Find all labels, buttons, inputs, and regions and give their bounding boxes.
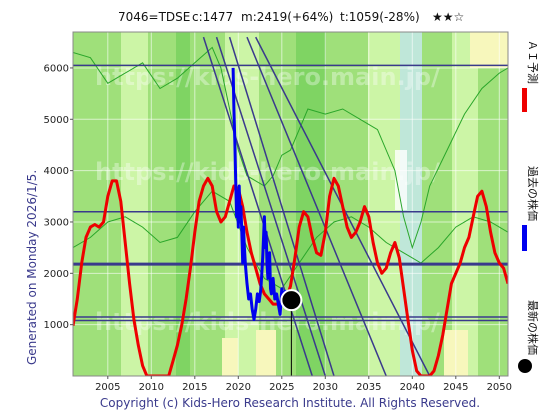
- data-series: [73, 67, 508, 376]
- x-axis-ticks: 2005 2010 2015 2020 2025 2030 2035 2040 2045 2050: [95, 376, 512, 393]
- legend-swatch-latest: [518, 359, 532, 373]
- diagonal-trend-line: [228, 36, 335, 376]
- y-tick-label: 2000: [44, 269, 69, 280]
- x-tick-label: 2015: [182, 382, 207, 393]
- mid-target: m:2419(+64%): [241, 10, 333, 24]
- x-tick-label: 2035: [356, 382, 381, 393]
- ai-prediction-line: [73, 176, 508, 376]
- x-tick-label: 2050: [487, 382, 512, 393]
- watermark-text: https://kids-hero.main.jp/: [95, 308, 440, 336]
- x-tick-label: 2030: [313, 382, 338, 393]
- horizontal-lines: [73, 64, 508, 322]
- legend-label-latest: 最新の株価: [526, 300, 540, 355]
- diagonal-trend-line: [202, 36, 313, 376]
- legend-swatch-history: [522, 225, 527, 251]
- x-tick-label: 2025: [269, 382, 294, 393]
- historical-price-line: [231, 67, 292, 321]
- y-tick-label: 3000: [44, 217, 69, 228]
- y-tick-label: 4000: [44, 166, 69, 177]
- y-axis-ticks: 1000 2000 3000 4000 5000 6000: [44, 63, 73, 331]
- diagonal-trend-line: [246, 36, 387, 376]
- yellow-patch: [470, 32, 508, 68]
- y-tick-label: 6000: [44, 63, 69, 74]
- band: [452, 32, 478, 376]
- y-tick-label: 5000: [44, 115, 69, 126]
- band: [296, 32, 326, 376]
- grid-lines: [73, 32, 508, 376]
- green-lines: [73, 46, 508, 290]
- band: [326, 32, 368, 376]
- x-tick-label: 2005: [95, 382, 120, 393]
- generated-date-label: Generated on Monday 2026/1/5.: [25, 170, 39, 365]
- star-rating: ★★☆: [432, 10, 464, 24]
- copyright-footer: Copyright (c) Kids-Hero Research Institu…: [100, 396, 480, 410]
- x-tick-label: 2045: [443, 382, 468, 393]
- band: [400, 32, 422, 376]
- y-tick-label: 1000: [44, 320, 69, 331]
- legend-label-prediction: ＡＩ予測: [526, 40, 540, 84]
- band: [368, 32, 400, 376]
- white-patch: [395, 150, 407, 210]
- legend-label-history: 過去の株価: [526, 166, 540, 221]
- yellow-patch: [256, 330, 276, 376]
- x-tick-label: 2010: [139, 382, 164, 393]
- ticker-code: 7046=TDSE: [118, 10, 190, 24]
- legend-swatch-prediction: [522, 88, 527, 112]
- lower-green-line: [73, 190, 508, 290]
- current-price: c:1477: [192, 10, 233, 24]
- x-tick-label: 2020: [226, 382, 251, 393]
- legend: ＡＩ予測 過去の株価 最新の株価: [518, 40, 540, 373]
- yellow-patch: [222, 338, 238, 376]
- x-tick-label: 2040: [400, 382, 425, 393]
- plot-frame: [72, 31, 509, 377]
- legend-item-prediction: ＡＩ予測: [522, 40, 540, 112]
- low-target: t:1059(-28%): [340, 10, 420, 24]
- latest-price-marker: [280, 289, 303, 376]
- band: [190, 32, 225, 376]
- background-bands: [73, 32, 508, 376]
- latest-price-dot: [280, 289, 303, 312]
- legend-item-latest: 最新の株価: [518, 300, 540, 373]
- legend-item-history: 過去の株価: [522, 166, 540, 251]
- band: [259, 32, 296, 376]
- upper-green-line: [73, 46, 508, 250]
- band: [73, 32, 121, 376]
- band: [478, 32, 508, 376]
- band: [148, 32, 176, 376]
